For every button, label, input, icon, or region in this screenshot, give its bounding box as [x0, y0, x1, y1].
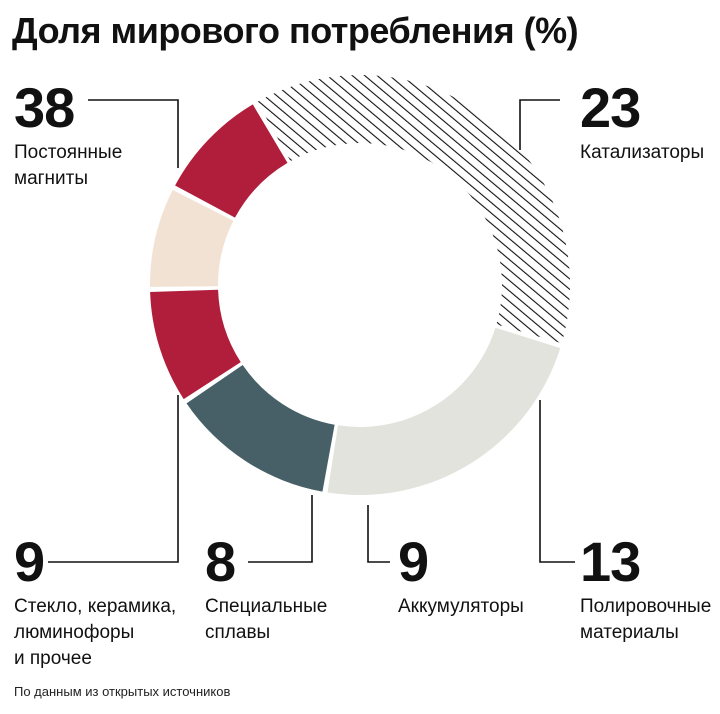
slice-polishing: [186, 365, 335, 492]
donut-slices: [150, 75, 570, 495]
chart-title: Доля мирового потребления (%): [12, 10, 579, 51]
value-glass: 9: [14, 530, 45, 593]
value-batteries: 9: [398, 530, 429, 593]
name-glass: Стекло, керамика, люминофоры и прочее: [14, 594, 176, 672]
name-catalysts: Катализаторы: [580, 140, 704, 166]
value-magnets: 38: [14, 76, 75, 139]
slice-alloys: [150, 189, 234, 287]
label-batteries: 9 Аккумуляторы: [398, 534, 524, 620]
name-line: Аккумуляторы: [398, 596, 524, 617]
leader-magnets: [88, 99, 179, 168]
name-line: Специальные: [205, 596, 328, 617]
name-line: Стекло, керамика,: [14, 596, 177, 617]
label-glass: 9 Стекло, керамика, люминофоры и прочее: [14, 534, 176, 672]
name-line: Полировочные: [580, 596, 712, 617]
label-polishing: 13 Полировочные материалы: [580, 534, 711, 646]
name-line: Постоянные: [14, 142, 123, 163]
slice-batteries: [150, 289, 241, 400]
leader-alloys: [248, 495, 313, 563]
value-alloys: 8: [205, 530, 236, 593]
name-batteries: Аккумуляторы: [398, 594, 524, 620]
leader-glass: [48, 395, 179, 563]
slice-catalysts: [327, 327, 561, 495]
name-alloys: Специальные сплавы: [205, 594, 327, 646]
leader-polishing: [539, 400, 575, 563]
value-polishing: 13: [580, 530, 641, 593]
label-alloys: 8 Специальные сплавы: [205, 534, 327, 646]
label-catalysts: 23 Катализаторы: [580, 80, 704, 166]
name-line: люминофоры: [14, 622, 135, 643]
name-line: и прочее: [14, 648, 92, 669]
leader-lines: [48, 99, 575, 563]
name-line: магниты: [14, 168, 89, 189]
leader-catalysts: [519, 99, 560, 150]
name-line: сплавы: [205, 622, 271, 643]
slice-glass: [175, 104, 288, 218]
leader-batteries: [367, 505, 390, 563]
value-catalysts: 23: [580, 76, 641, 139]
name-magnets: Постоянные магниты: [14, 140, 122, 192]
source-note: По данным из открытых источников: [14, 684, 231, 699]
name-line: материалы: [580, 622, 679, 643]
label-magnets: 38 Постоянные магниты: [14, 80, 122, 192]
name-polishing: Полировочные материалы: [580, 594, 711, 646]
name-line: Катализаторы: [580, 142, 705, 163]
slice-magnets: [257, 75, 570, 344]
